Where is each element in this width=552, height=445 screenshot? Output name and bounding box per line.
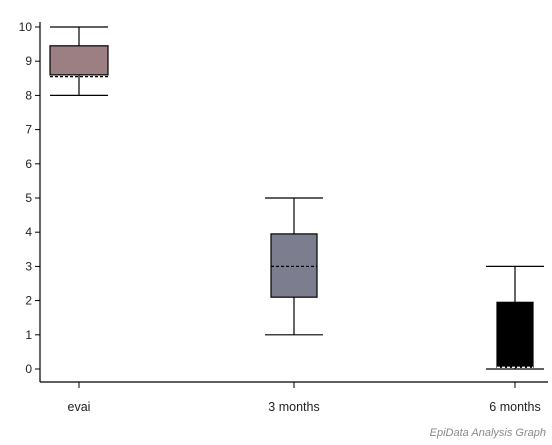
iqr-box	[49, 45, 109, 76]
x-category-label: 3 months	[268, 400, 319, 414]
iqr-box	[270, 233, 318, 298]
y-tick-label: 4	[25, 225, 32, 239]
boxes	[49, 26, 544, 370]
y-tick-label: 2	[25, 294, 32, 308]
y-tick-label: 0	[25, 362, 32, 376]
credit-text: EpiData Analysis Graph	[429, 427, 546, 439]
y-tick-label: 3	[25, 259, 32, 273]
labels: 0 1 2 3 4 5 6 7 8 9 10 evai 3 months 6 months	[19, 20, 541, 414]
y-tick-label: 7	[25, 123, 32, 137]
y-tick-label: 9	[25, 54, 32, 68]
x-category-label: evai	[68, 400, 91, 414]
y-tick-label: 1	[25, 328, 32, 342]
x-category-label: 6 months	[489, 400, 540, 414]
y-tick-label: 6	[25, 157, 32, 171]
axes	[35, 22, 548, 388]
y-tick-label: 5	[25, 191, 32, 205]
y-tick-label: 10	[19, 20, 33, 34]
y-tick-label: 8	[25, 88, 32, 102]
iqr-box	[496, 301, 534, 368]
